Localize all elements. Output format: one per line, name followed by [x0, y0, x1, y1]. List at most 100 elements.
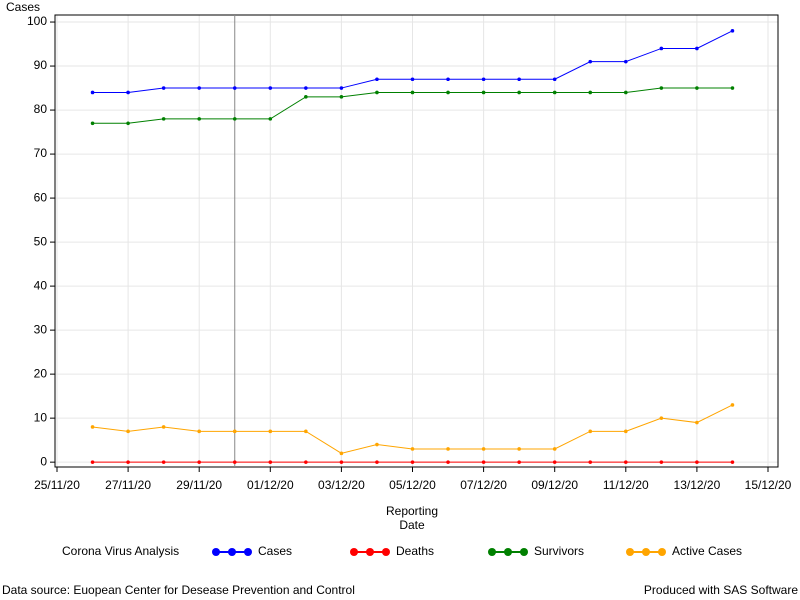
marker	[126, 121, 130, 126]
marker	[339, 460, 344, 464]
marker	[730, 86, 735, 90]
marker	[410, 90, 415, 95]
legend-marker	[626, 548, 634, 556]
marker	[659, 86, 664, 90]
marker	[304, 460, 308, 464]
legend-marker	[642, 548, 650, 556]
marker	[161, 117, 166, 121]
legend-marker	[228, 548, 236, 556]
marker	[90, 460, 95, 464]
marker	[375, 77, 379, 82]
legend-title: Corona Virus Analysis	[62, 544, 179, 558]
marker	[695, 460, 699, 464]
marker	[695, 46, 699, 51]
y-tick-label: 100	[27, 14, 47, 28]
legend-marker	[520, 548, 528, 556]
marker	[161, 86, 166, 90]
legend-marker	[366, 548, 374, 556]
x-tick-label: 07/12/20	[460, 478, 507, 492]
marker	[339, 86, 344, 90]
marker	[552, 447, 557, 451]
marker	[659, 460, 664, 464]
marker	[304, 429, 308, 434]
marker	[197, 460, 201, 464]
marker	[624, 460, 628, 464]
y-tick-label: 50	[34, 234, 48, 248]
y-tick-label: 20	[34, 366, 48, 380]
marker	[481, 460, 486, 464]
x-axis-label: Reporting Date	[385, 504, 439, 532]
x-tick-label: 29/11/20	[176, 478, 222, 492]
marker	[517, 460, 521, 464]
marker	[375, 460, 379, 464]
legend-marker	[488, 548, 496, 556]
marker	[375, 442, 379, 447]
marker	[552, 460, 557, 464]
marker	[268, 86, 273, 90]
marker	[90, 425, 95, 429]
marker	[232, 460, 237, 464]
marker	[232, 86, 237, 90]
marker	[197, 429, 201, 434]
marker	[517, 90, 521, 95]
marker	[552, 77, 557, 82]
y-axis-label: Cases	[6, 0, 40, 14]
marker	[90, 90, 95, 95]
marker	[446, 460, 450, 464]
marker	[126, 90, 130, 95]
marker	[339, 451, 344, 456]
marker	[268, 460, 273, 464]
marker	[624, 429, 628, 434]
marker	[304, 86, 308, 90]
marker	[446, 90, 450, 95]
marker	[695, 420, 699, 425]
y-tick-label: 90	[34, 58, 48, 72]
marker	[588, 59, 593, 64]
marker	[232, 117, 237, 121]
marker	[375, 90, 379, 95]
marker	[126, 429, 130, 434]
marker	[126, 460, 130, 464]
legend-marker	[244, 548, 252, 556]
footnote: Produced with SAS Software	[644, 583, 798, 597]
marker	[588, 429, 593, 434]
marker	[410, 447, 415, 451]
marker	[730, 29, 735, 33]
marker	[730, 403, 735, 407]
legend-marker	[212, 548, 220, 556]
marker	[624, 90, 628, 95]
marker	[197, 86, 201, 90]
marker	[588, 90, 593, 95]
legend-label: Survivors	[534, 544, 584, 558]
marker	[588, 460, 593, 464]
marker	[161, 460, 166, 464]
legend-marker	[658, 548, 666, 556]
y-tick-label: 40	[34, 278, 48, 292]
x-tick-label: 27/11/20	[105, 478, 151, 492]
legend-marker	[382, 548, 390, 556]
x-tick-label: 03/12/20	[318, 478, 365, 492]
marker	[695, 86, 699, 90]
x-tick-label: 13/12/20	[674, 478, 721, 492]
x-tick-label: 11/12/20	[603, 478, 649, 492]
marker	[446, 77, 450, 82]
y-tick-label: 70	[34, 146, 48, 160]
marker	[268, 117, 273, 121]
legend-marker	[504, 548, 512, 556]
marker	[624, 59, 628, 64]
marker	[517, 447, 521, 451]
plot-frame	[54, 14, 779, 468]
x-tick-label: 09/12/20	[531, 478, 578, 492]
marker	[197, 117, 201, 121]
marker	[446, 447, 450, 451]
marker	[232, 429, 237, 434]
y-tick-label: 10	[34, 410, 48, 424]
y-tick-label: 60	[34, 190, 48, 204]
x-tick-label: 15/12/20	[745, 478, 792, 492]
x-tick-label: 25/11/20	[34, 478, 80, 492]
marker	[659, 46, 664, 51]
marker	[90, 121, 95, 126]
y-tick-label: 0	[40, 454, 47, 468]
marker	[410, 77, 415, 82]
